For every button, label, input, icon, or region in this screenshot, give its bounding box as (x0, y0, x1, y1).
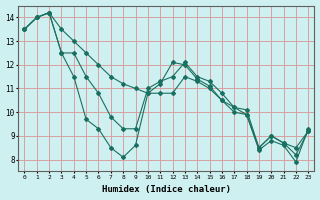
X-axis label: Humidex (Indice chaleur): Humidex (Indice chaleur) (102, 185, 231, 194)
